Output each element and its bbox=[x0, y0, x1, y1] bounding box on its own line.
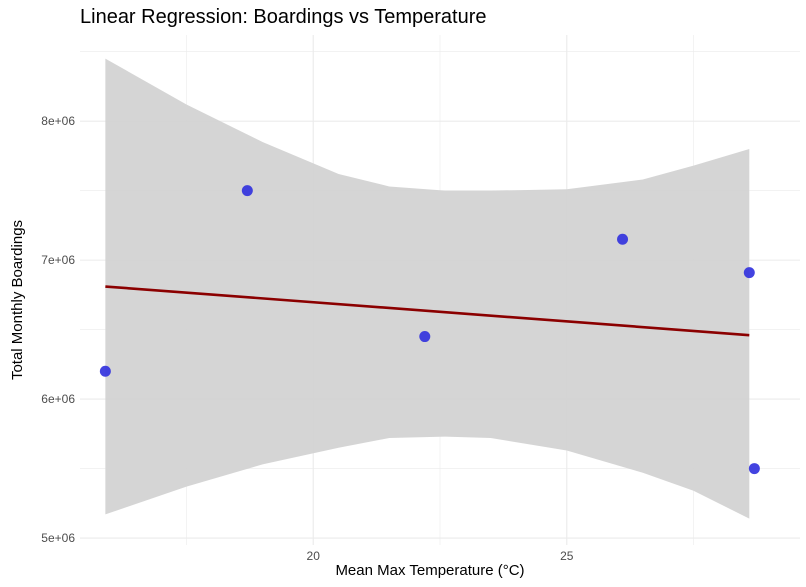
chart-title: Linear Regression: Boardings vs Temperat… bbox=[80, 6, 487, 28]
data-point bbox=[419, 331, 431, 343]
y-tick-label: 6e+06 bbox=[41, 392, 75, 406]
x-axis-title: Mean Max Temperature (°C) bbox=[335, 562, 524, 579]
data-point bbox=[743, 267, 755, 279]
data-point bbox=[617, 233, 629, 245]
regression-line bbox=[105, 285, 750, 337]
data-point bbox=[99, 365, 111, 377]
x-tick-label: 20 bbox=[307, 549, 321, 563]
y-tick-label: 8e+06 bbox=[41, 114, 75, 128]
data-point bbox=[241, 185, 253, 197]
y-axis-title: Total Monthly Boardings bbox=[9, 220, 26, 380]
y-tick-label: 5e+06 bbox=[41, 531, 75, 545]
data-point bbox=[748, 463, 760, 475]
x-tick-label: 25 bbox=[560, 549, 574, 563]
axis-ticks: 20 25 5e+06 6e+06 7e+06 8e+06 bbox=[41, 114, 573, 563]
data-points bbox=[99, 185, 760, 475]
confidence-band bbox=[105, 58, 750, 519]
y-tick-label: 7e+06 bbox=[41, 253, 75, 267]
